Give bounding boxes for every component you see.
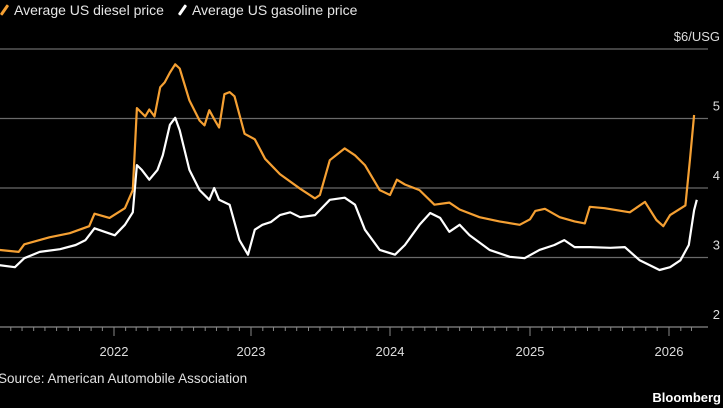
- x-tick-label: 2024: [376, 344, 405, 359]
- y-axis-labels: 2 3 4 5 $6/USG: [674, 29, 720, 322]
- y-tick-label: 3: [713, 238, 720, 253]
- y-tick-label: 5: [713, 99, 720, 114]
- x-tick-label: 2022: [100, 344, 129, 359]
- legend: Average US diesel price Average US gasol…: [0, 2, 371, 18]
- series-line-diesel: [0, 63, 696, 253]
- y-tick-label: 4: [713, 168, 720, 183]
- x-tick-label: 2026: [655, 344, 684, 359]
- y-tick-label: 2: [713, 307, 720, 322]
- x-axis: 2022 2023 2024 2025 2026: [10, 327, 692, 359]
- x-tick-label: 2025: [516, 344, 545, 359]
- series-lines: [0, 63, 698, 272]
- series-line-gasoline: [0, 116, 698, 272]
- bloomberg-logo: Bloomberg: [652, 390, 721, 405]
- gridlines: [0, 48, 708, 328]
- legend-label-gasoline: Average US gasoline price: [191, 2, 358, 18]
- legend-item-gasoline: Average US gasoline price: [177, 2, 358, 18]
- legend-item-diesel: Average US diesel price: [0, 2, 164, 18]
- y-tick-label: $6/USG: [674, 29, 720, 44]
- source-note: Source: American Automobile Association: [0, 371, 248, 386]
- x-tick-label: 2023: [237, 344, 266, 359]
- legend-label-diesel: Average US diesel price: [14, 2, 164, 18]
